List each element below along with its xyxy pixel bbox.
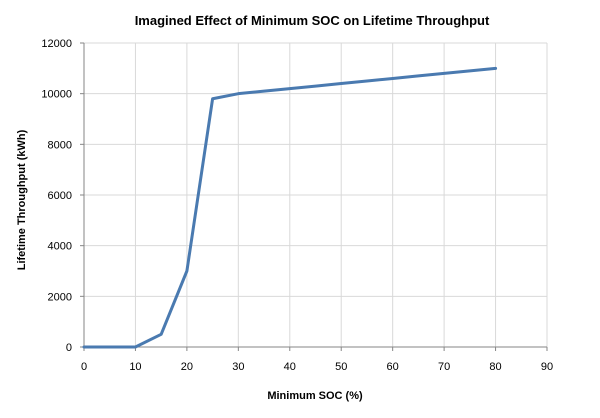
- series-group: [82, 66, 498, 349]
- x-tick-label: 0: [81, 361, 87, 373]
- x-tick-label: 30: [232, 361, 244, 373]
- y-tick-label: 4000: [48, 241, 72, 253]
- axes: [80, 42, 548, 351]
- x-tick-labels: 0 10 20 30 40 50 60 70 80 90: [81, 361, 553, 373]
- x-tick-label: 60: [387, 361, 399, 373]
- y-tick-label: 12000: [41, 38, 72, 50]
- x-axis-label: Minimum SOC (%): [267, 390, 363, 402]
- x-tick-label: 40: [284, 361, 296, 373]
- y-tick-label: 2000: [48, 291, 72, 303]
- grid-lines: [84, 42, 548, 347]
- x-tick-label: 50: [335, 361, 347, 373]
- y-tick-labels: 0 2000 4000 6000 8000 10000 12000: [41, 38, 72, 354]
- y-tick-label: 10000: [41, 89, 72, 101]
- x-tick-label: 70: [438, 361, 450, 373]
- x-tick-label: 10: [129, 361, 141, 373]
- x-tick-label: 20: [181, 361, 193, 373]
- x-tick-label: 90: [541, 361, 553, 373]
- series-line: [82, 66, 498, 349]
- y-tick-label: 6000: [48, 190, 72, 202]
- x-tick-label: 80: [489, 361, 501, 373]
- y-tick-label: 0: [66, 342, 72, 354]
- y-tick-label: 8000: [48, 139, 72, 151]
- chart-title: Imagined Effect of Minimum SOC on Lifeti…: [135, 13, 490, 28]
- y-axis-label: Lifetime Throughput (kWh): [16, 129, 28, 270]
